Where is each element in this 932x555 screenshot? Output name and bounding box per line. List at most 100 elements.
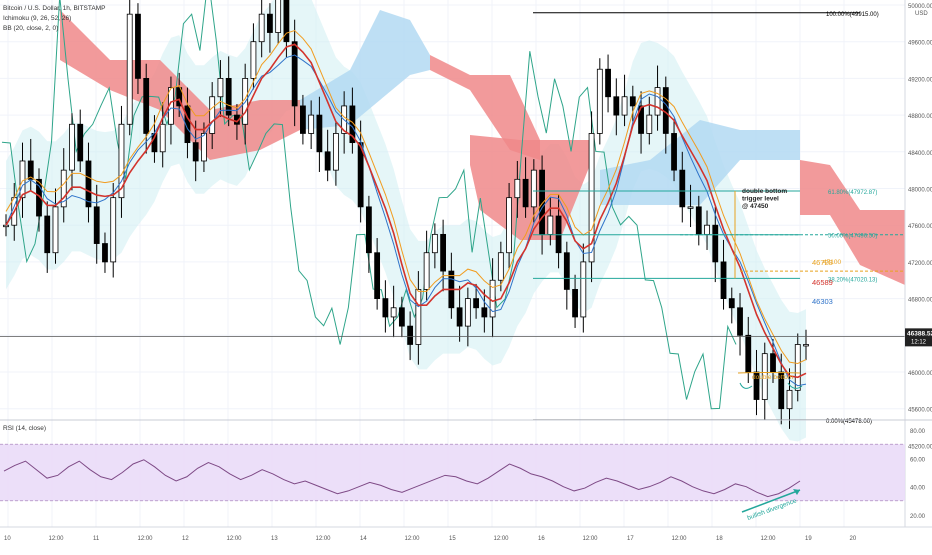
candle-body <box>415 289 422 345</box>
price-tick-label: 49600.00 <box>908 41 932 47</box>
candle-body <box>671 133 677 171</box>
candle-body <box>275 0 282 33</box>
candle-body <box>300 105 306 134</box>
kumo-segment-0 <box>60 10 300 160</box>
candle-body <box>308 114 315 134</box>
annotation-bb-lower: 46303 <box>812 297 833 306</box>
candle-body <box>563 252 570 290</box>
candle-body <box>176 87 183 107</box>
candle-body <box>745 334 752 373</box>
candle-body <box>69 123 75 171</box>
candle-body <box>712 224 719 263</box>
candle-body <box>638 105 644 134</box>
candle-body <box>382 298 389 318</box>
time-tick-label: 16 <box>538 536 545 542</box>
candle-body <box>398 307 405 327</box>
rsi-tick-label: 60.00 <box>910 457 926 463</box>
candle-body <box>753 371 760 400</box>
time-tick-label: 12 <box>182 536 189 542</box>
candle-body <box>761 353 768 400</box>
time-tick-label: 14 <box>360 536 367 542</box>
candle-body <box>728 298 735 309</box>
double-bottom-bracket <box>737 372 801 374</box>
annotation-47100: 47100 <box>823 259 841 266</box>
candle-body <box>629 96 636 107</box>
time-tick-label: 12:00 <box>138 536 154 542</box>
price-tick-label: 46000.00 <box>908 371 932 377</box>
symbol-title: Bitcoin / U.S. Dollar, 1h, BITSTAMP <box>3 5 105 12</box>
time-tick-label: 13 <box>271 536 278 542</box>
candle-body <box>85 160 92 208</box>
candle-body <box>431 233 438 254</box>
candle-body <box>77 123 84 162</box>
candle-body <box>786 389 793 410</box>
tenkan-line <box>5 54 807 387</box>
kumo-segment-5 <box>800 160 905 285</box>
time-tick-label: 19 <box>805 536 812 542</box>
candle-body <box>679 169 686 208</box>
candle-body <box>778 371 785 410</box>
candle-body <box>374 252 381 300</box>
candle-body <box>613 96 620 116</box>
candle-body <box>324 151 331 171</box>
candle-body <box>102 243 108 263</box>
bb-basis-line <box>5 43 807 379</box>
time-tick-label: 20 <box>850 536 857 542</box>
last-price-value: 46388.52 <box>907 330 932 337</box>
candle-body <box>605 68 611 98</box>
candle-body <box>143 78 150 134</box>
time-tick-label: 12:00 <box>49 536 65 542</box>
kumo-segment-3 <box>470 135 590 240</box>
fib-level-label: 100.00%(49915.00) <box>826 12 879 18</box>
candle-body <box>481 307 488 318</box>
candle-body <box>209 96 216 134</box>
candle-body <box>192 142 199 162</box>
double-bottom-arrow-left <box>739 382 753 389</box>
candle-body <box>720 261 727 299</box>
candle-body <box>621 96 628 116</box>
candle-body <box>258 13 265 43</box>
candle-body <box>332 133 339 171</box>
candle-body <box>514 178 521 199</box>
candle-body <box>44 215 51 254</box>
divergence-arrow <box>741 489 801 513</box>
time-tick-label: 17 <box>627 536 634 542</box>
fib-level-label: 50.00%(47496.50) <box>828 234 877 240</box>
kumo-segment-4 <box>600 120 800 205</box>
candle-body <box>522 178 529 208</box>
time-tick-label: 10 <box>4 536 11 542</box>
candle-body <box>646 114 653 134</box>
candle-body <box>159 123 166 153</box>
rsi-band-fill <box>0 444 905 501</box>
fib-level-label: 0.00%(45478.00) <box>826 419 872 425</box>
candle-body <box>456 307 463 327</box>
candle-body <box>737 307 743 336</box>
ichimoku-cloud <box>60 10 905 285</box>
candle-body <box>654 87 661 116</box>
price-tick-label: 45600.00 <box>908 408 932 414</box>
candle-body <box>110 197 117 263</box>
candle-body <box>250 41 257 79</box>
candle-body <box>704 224 710 235</box>
candle-body <box>695 206 702 235</box>
candle-body <box>52 206 59 254</box>
price-tick-label: 50000.00 <box>908 4 932 10</box>
annotation-bb-mid: 46589 <box>812 278 833 287</box>
fib-level-label: 38.20%(47020.13) <box>828 277 877 283</box>
annotation-double-bottom: double bottom <box>752 374 793 381</box>
candle-body <box>580 261 587 318</box>
candle-body <box>135 13 141 79</box>
bar-countdown: 12:12 <box>911 339 927 345</box>
candle-body <box>770 353 776 373</box>
time-tick-label: 12:00 <box>405 536 421 542</box>
candle-body <box>3 224 9 228</box>
candle-body <box>19 160 26 199</box>
annotation-trigger-line-2: @ 47450 <box>742 203 769 210</box>
rsi-legend: RSI (14, close) <box>3 425 46 432</box>
candle-body <box>464 298 471 327</box>
candle-body <box>596 68 603 134</box>
ichimoku-legend: Ichimoku (9, 26, 52, 26) <box>3 15 71 22</box>
double-bottom-arrow-right <box>787 382 803 389</box>
